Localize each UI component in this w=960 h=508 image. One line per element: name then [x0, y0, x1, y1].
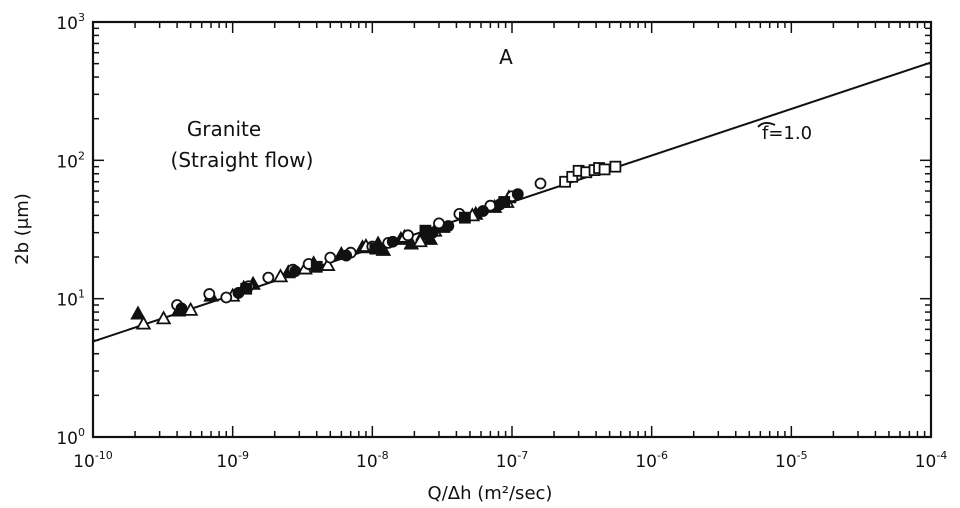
x-tick-label: 10-8 [356, 449, 389, 472]
x-tick-label: 10-5 [775, 449, 808, 472]
data-point-filled-square [240, 282, 253, 295]
data-point-open-triangle [135, 315, 152, 330]
data-point-open-triangle [272, 268, 289, 283]
x-tick-label: 10-10 [73, 449, 113, 472]
data-point-open-circle [433, 217, 445, 230]
x-tick-label: 10-9 [216, 449, 249, 472]
data-point-open-circle [220, 291, 233, 304]
data-point-open-triangle [320, 256, 336, 271]
data-point-filled-square [458, 211, 471, 224]
data-point-open-circle [203, 288, 216, 300]
data-point-filled-circle [175, 302, 188, 315]
panel-label: A [499, 45, 513, 69]
data-point-open-triangle [182, 301, 199, 316]
data-point-filled-square [498, 196, 511, 208]
data-point-open-circle [534, 177, 547, 190]
data-point-filled-circle [511, 188, 524, 201]
plot-frame [91, 20, 933, 439]
data-point-open-circle [262, 271, 275, 284]
data-point-filled-square [419, 224, 432, 237]
data-point-open-circle [402, 229, 414, 242]
y-tick-label: 103 [56, 11, 85, 34]
x-tick-label: 10-4 [915, 449, 948, 472]
data-point-filled-square [310, 260, 323, 273]
y-tick-label: 101 [56, 288, 85, 311]
annotation-straight-flow: (Straight flow) [171, 148, 314, 172]
x-tick-label: 10-6 [635, 449, 668, 472]
tick-labels: 10-10 10-9 10-8 10-7 10-6 10-5 10-4 100 101 102 10… [56, 11, 947, 472]
data-point-filled-circle [340, 249, 353, 262]
y-tick-label: 100 [56, 426, 85, 449]
y-tick-label: 102 [56, 149, 85, 172]
data-point-filled-triangle [130, 305, 146, 320]
data-point-open-circle [324, 251, 337, 264]
data-point-filled-square [369, 242, 382, 255]
data-point-open-square [566, 170, 579, 183]
data-point-open-triangle [412, 233, 428, 248]
data-point-open-square [598, 163, 611, 176]
data-point-filled-circle [477, 205, 489, 217]
fit-label-leader [757, 122, 776, 128]
x-tick-label: 10-7 [496, 449, 529, 472]
x-axis-label: Q/Δh (m²/sec) [428, 483, 553, 504]
fit-label: f=1.0 [762, 123, 812, 144]
data-point-filled-circle [442, 220, 455, 232]
data-point-open-square [609, 160, 622, 173]
data-point-filled-circle [289, 265, 302, 278]
annotation-granite: Granite [187, 117, 261, 141]
data-point-filled-circle [386, 235, 399, 248]
y-axis-label: 2b (μm) [12, 193, 33, 265]
data-point-open-triangle [155, 310, 172, 325]
ticks [92, 21, 932, 438]
data-points [130, 160, 622, 330]
